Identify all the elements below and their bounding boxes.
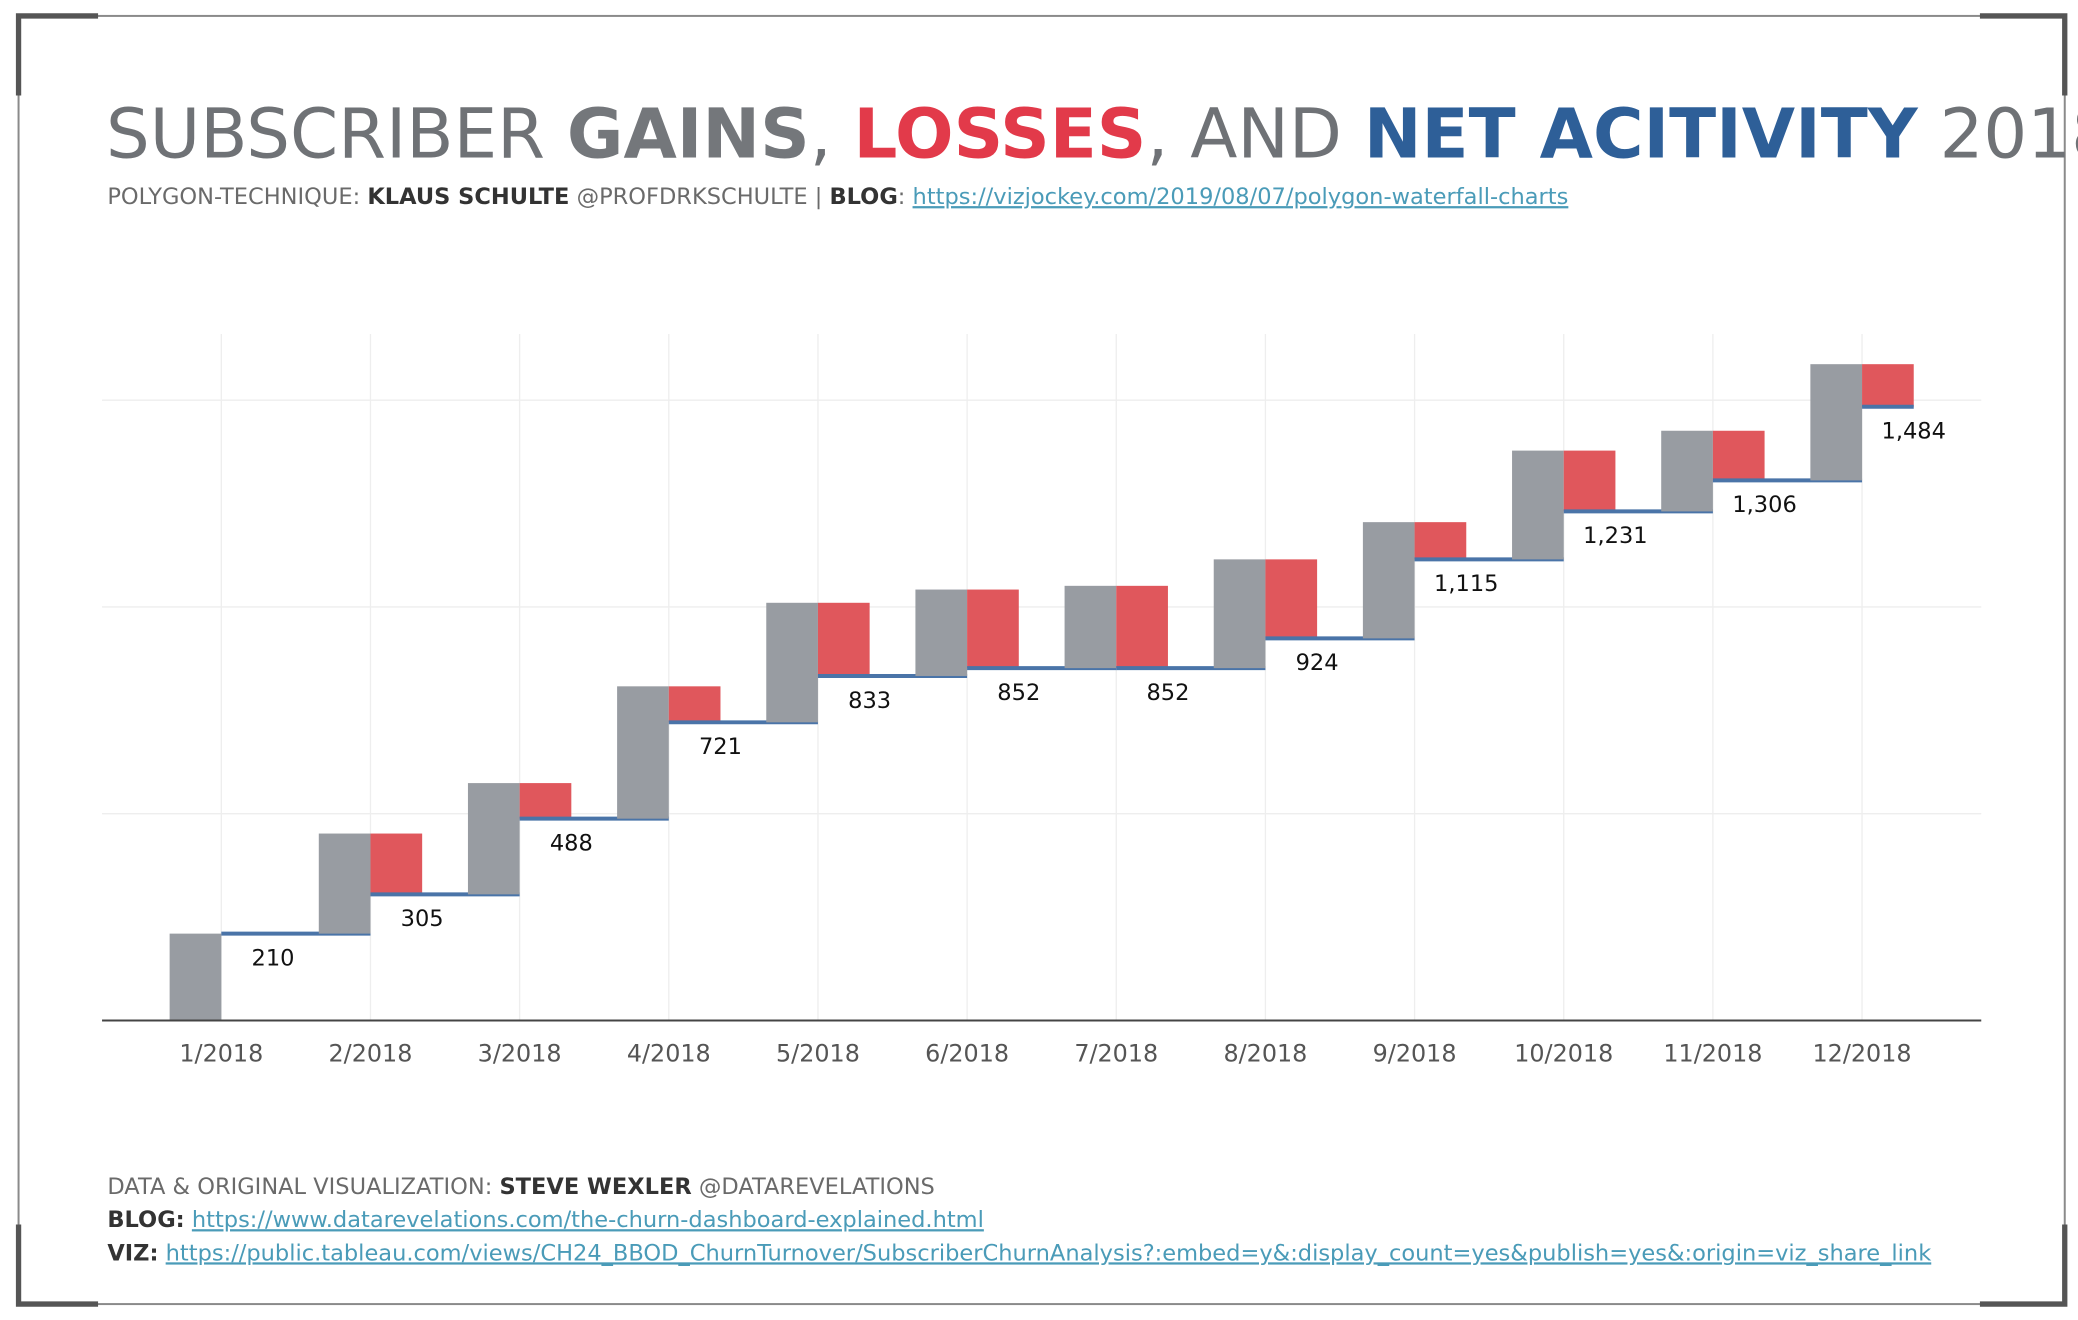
footer-label: BLOG: xyxy=(107,1207,184,1233)
subtitle: POLYGON-TECHNIQUE: KLAUS SCHULTE @PROFDR… xyxy=(107,184,1568,210)
x-tick-label: 12/2018 xyxy=(1813,1040,1912,1068)
subtitle-blog: BLOG xyxy=(829,184,897,210)
x-tick-label: 8/2018 xyxy=(1223,1040,1307,1068)
loss-bar xyxy=(1265,559,1318,639)
x-tick-label: 11/2018 xyxy=(1663,1040,1762,1068)
x-tick-label: 6/2018 xyxy=(925,1040,1009,1068)
frame-corners xyxy=(15,13,2068,1307)
frame xyxy=(17,14,2066,1306)
loss-bar xyxy=(519,783,572,819)
loss-bar xyxy=(1116,585,1168,669)
footer-text: DATA & ORIGINAL VISUALIZATION: xyxy=(107,1174,499,1200)
footer-text: @DATAREVELATIONS xyxy=(692,1174,935,1200)
net-label: 721 xyxy=(699,734,742,760)
x-tick-label: 5/2018 xyxy=(776,1040,860,1068)
footer-line: VIZ: https://public.tableau.com/views/CH… xyxy=(107,1240,1931,1266)
gain-bar xyxy=(617,686,669,819)
x-tick-label: 4/2018 xyxy=(627,1040,711,1068)
gain-bar xyxy=(169,933,222,1021)
loss-bar xyxy=(817,602,870,676)
gain-bar xyxy=(915,589,968,676)
gain-bar xyxy=(1064,585,1117,669)
title-net: NET ACITIVITY xyxy=(1364,95,1919,175)
net-label: 833 xyxy=(848,688,891,714)
footer-line: DATA & ORIGINAL VISUALIZATION: STEVE WEX… xyxy=(107,1174,935,1200)
title-losses: LOSSES xyxy=(854,95,1147,175)
title-gains: GAINS xyxy=(567,95,810,175)
gain-bar xyxy=(318,833,371,934)
title-text: , xyxy=(810,95,854,175)
title-text: SUBSCRIBER xyxy=(106,95,567,175)
x-tick-label: 7/2018 xyxy=(1074,1040,1158,1068)
x-tick-label: 2/2018 xyxy=(329,1040,413,1068)
footer-line: BLOG: https://www.datarevelations.com/th… xyxy=(107,1207,984,1233)
x-tick-label: 3/2018 xyxy=(478,1040,562,1068)
loss-bar xyxy=(1862,364,1914,407)
blog-link[interactable]: https://vizjockey.com/2019/08/07/polygon… xyxy=(913,184,1569,210)
gain-bar xyxy=(467,783,520,895)
net-label: 852 xyxy=(997,680,1040,706)
net-label: 305 xyxy=(401,906,444,932)
plot: 210 1/2018 305 2/2018 488 3/2018 721 4/2018 833 5… xyxy=(102,333,1982,1068)
subtitle-text: @PROFDRKSCHULTE | xyxy=(569,184,829,210)
gain-bar xyxy=(1213,559,1266,669)
footer-author: STEVE WEXLER xyxy=(499,1174,691,1200)
gain-bar xyxy=(766,602,818,723)
loss-bar xyxy=(1414,522,1467,560)
net-label: 924 xyxy=(1296,650,1339,676)
net-label: 210 xyxy=(252,945,295,971)
net-label: 1,306 xyxy=(1732,492,1796,518)
footer-link[interactable]: https://public.tableau.com/views/CH24_BB… xyxy=(166,1240,1932,1266)
loss-bar xyxy=(1563,450,1616,512)
gain-bar xyxy=(1512,450,1564,560)
title-text: , AND xyxy=(1146,95,1363,175)
gain-bar xyxy=(1362,522,1415,639)
net-label: 852 xyxy=(1146,680,1189,706)
x-tick-label: 9/2018 xyxy=(1373,1040,1457,1068)
footer-link[interactable]: https://www.datarevelations.com/the-chur… xyxy=(192,1207,984,1233)
loss-bar xyxy=(370,833,423,895)
loss-bar xyxy=(1712,430,1765,481)
x-tick-label: 1/2018 xyxy=(179,1040,263,1068)
subtitle-author: KLAUS SCHULTE xyxy=(367,184,569,210)
loss-bar xyxy=(967,589,1019,669)
loss-bar xyxy=(668,686,721,723)
x-tick-label: 10/2018 xyxy=(1514,1040,1613,1068)
footer-label: VIZ: xyxy=(107,1240,158,1266)
title-text: 2018 xyxy=(1918,95,2078,175)
subtitle-text: : xyxy=(898,184,913,210)
subtitle-text: POLYGON-TECHNIQUE: xyxy=(107,184,367,210)
net-label: 1,115 xyxy=(1434,571,1498,597)
title: SUBSCRIBER GAINS, LOSSES, AND NET ACITIV… xyxy=(106,95,2078,175)
gain-bar xyxy=(1810,364,1863,481)
net-label: 488 xyxy=(550,830,593,856)
gain-bar xyxy=(1661,430,1713,512)
net-label: 1,231 xyxy=(1583,523,1647,549)
net-label: 1,484 xyxy=(1882,419,1946,445)
